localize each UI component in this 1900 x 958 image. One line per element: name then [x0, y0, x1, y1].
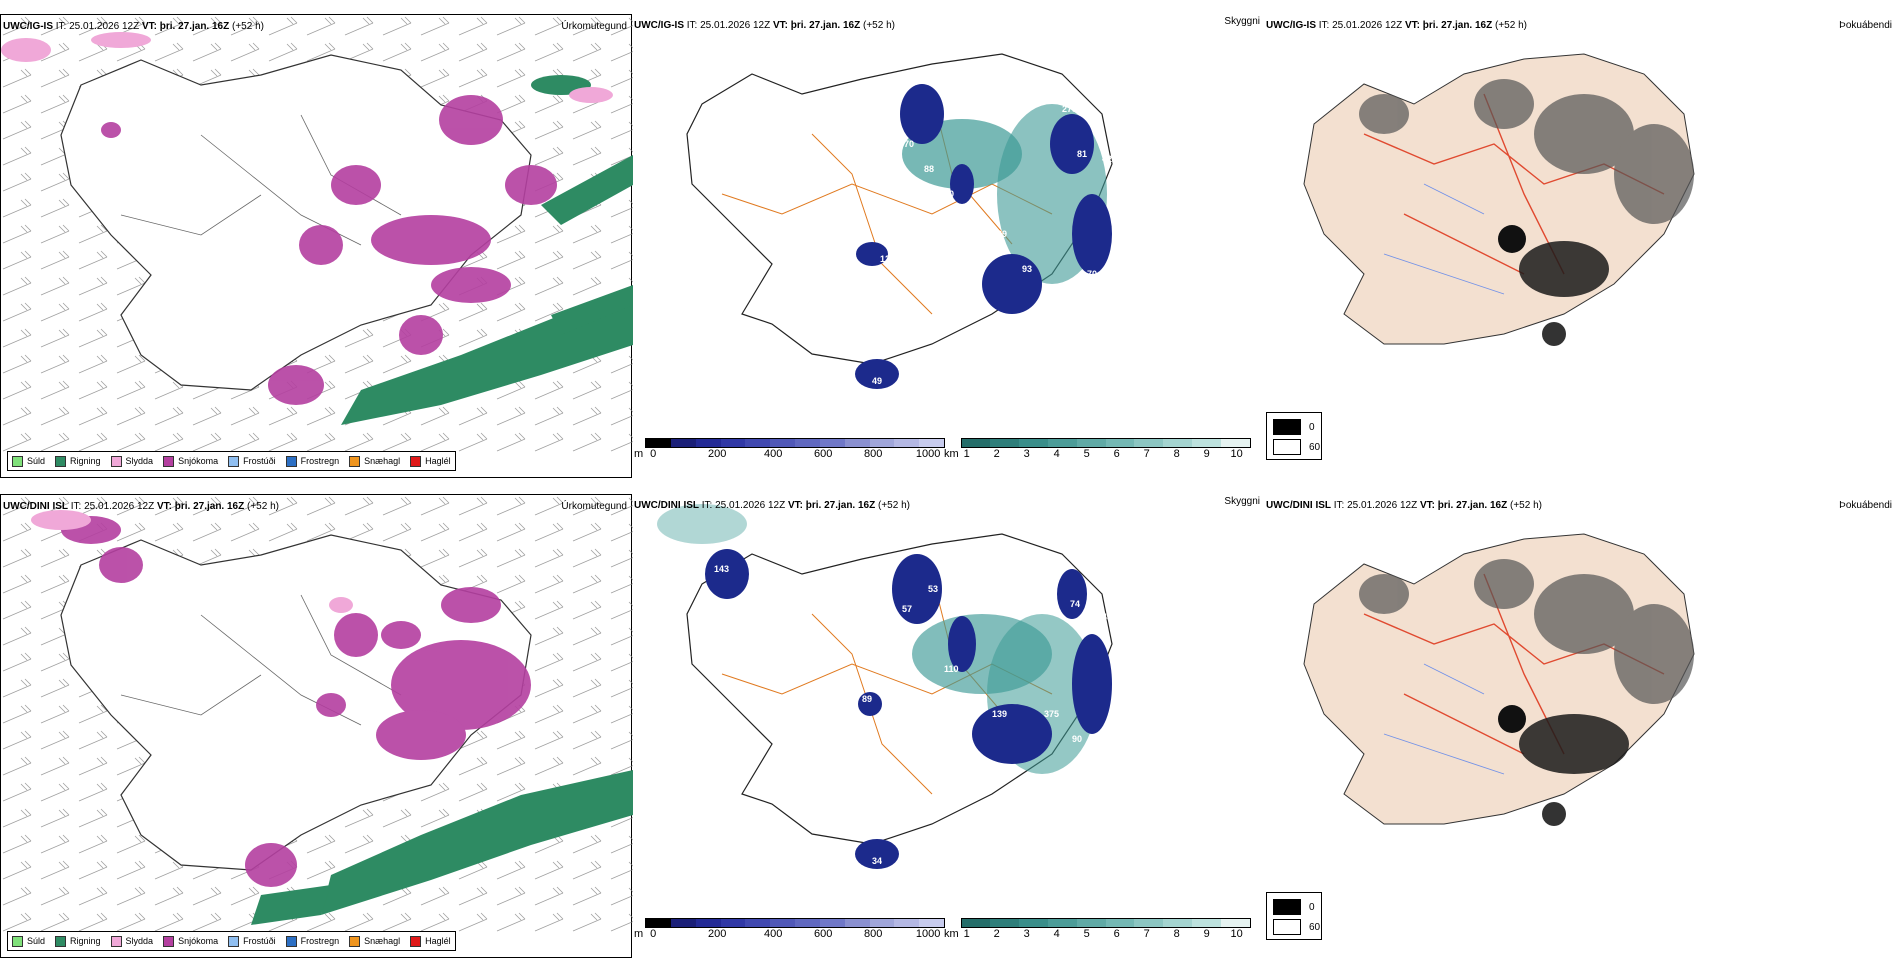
legend-item: Súld — [12, 455, 45, 467]
panel-title: UWC/DINI ISL IT: 25.01.2026 12Z VT: þri.… — [634, 500, 910, 511]
legend-item: Snæhagl — [349, 455, 400, 467]
legend-item: Snjókoma — [163, 455, 218, 467]
legend-item: Rigning — [55, 935, 101, 947]
legend-item: Haglél — [410, 935, 451, 947]
legend-item: Snjókoma — [163, 935, 218, 947]
fog-panel-1: UWC/IG-IS IT: 25.01.2026 12Z VT: þri. 27… — [1264, 14, 1896, 478]
panel-title: UWC/DINI ISL IT: 25.01.2026 12Z VT: þri.… — [1266, 500, 1542, 511]
visibility-scale: km 1 2 3 4 5 6 7 8 9 10 — [944, 918, 1251, 940]
panel-title: UWC/DINI ISL IT: 25.01.2026 12Z VT: þri.… — [3, 501, 279, 512]
legend-item: Slydda — [110, 455, 153, 467]
legend-item: Snæhagl — [349, 935, 400, 947]
cloud-base-scale: m 0 200 400 600 800 1000 — [634, 918, 946, 940]
legend-item: Haglél — [410, 455, 451, 467]
panel-type-label: Þokuábendi — [1839, 500, 1892, 511]
panel-title: UWC/IG-IS IT: 25.01.2026 12Z VT: þri. 27… — [1266, 20, 1527, 31]
legend-item: Frostregn — [285, 935, 339, 947]
panel-type-label: Úrkomutegund — [561, 21, 627, 32]
panel-type-label: Skyggni — [1224, 496, 1260, 507]
fog-map-2 — [1303, 533, 1695, 826]
precip-type-map-2 — [1, 495, 633, 935]
legend-item: Slydda — [110, 935, 153, 947]
visibility-map-2 — [657, 504, 1113, 869]
panel-title: UWC/IG-IS IT: 25.01.2026 12Z VT: þri. 27… — [634, 20, 895, 31]
visibility-panel-1: UWC/IG-IS IT: 25.01.2026 12Z VT: þri. 27… — [632, 14, 1264, 478]
precip-type-map-1 — [1, 15, 633, 455]
legend-item: Frostregn — [285, 455, 339, 467]
legend-item: Rigning — [55, 455, 101, 467]
panel-type-label: Úrkomutegund — [561, 501, 627, 512]
precip-type-panel-2: UWC/DINI ISL IT: 25.01.2026 12Z VT: þri.… — [0, 494, 633, 958]
precip-type-panel-1: UWC/IG-IS IT: 25.01.2026 12Z VT: þri. 27… — [0, 14, 633, 478]
visibility-map-1 — [686, 53, 1113, 389]
fog-panel-2: UWC/DINI ISL IT: 25.01.2026 12Z VT: þri.… — [1264, 494, 1896, 958]
legend-item: Frostúði — [228, 455, 276, 467]
fog-legend: 0 60 — [1266, 412, 1322, 460]
cloud-base-scale: m 0 200 400 600 800 1000 — [634, 438, 946, 460]
fog-legend: 0 60 — [1266, 892, 1322, 940]
visibility-scale: km 1 2 3 4 5 6 7 8 9 10 — [944, 438, 1251, 460]
precip-legend: Súld Rigning Slydda Snjókoma Frostúði Fr… — [7, 931, 456, 951]
legend-item: Frostúði — [228, 935, 276, 947]
fog-map-1 — [1303, 53, 1695, 346]
panel-title: UWC/IG-IS IT: 25.01.2026 12Z VT: þri. 27… — [3, 21, 264, 32]
precip-legend: Súld Rigning Slydda Snjókoma Frostúði Fr… — [7, 451, 456, 471]
panel-type-label: Þokuábendi — [1839, 20, 1892, 31]
visibility-panel-2: UWC/DINI ISL IT: 25.01.2026 12Z VT: þri.… — [632, 494, 1264, 958]
legend-item: Súld — [12, 935, 45, 947]
panel-type-label: Skyggni — [1224, 16, 1260, 27]
